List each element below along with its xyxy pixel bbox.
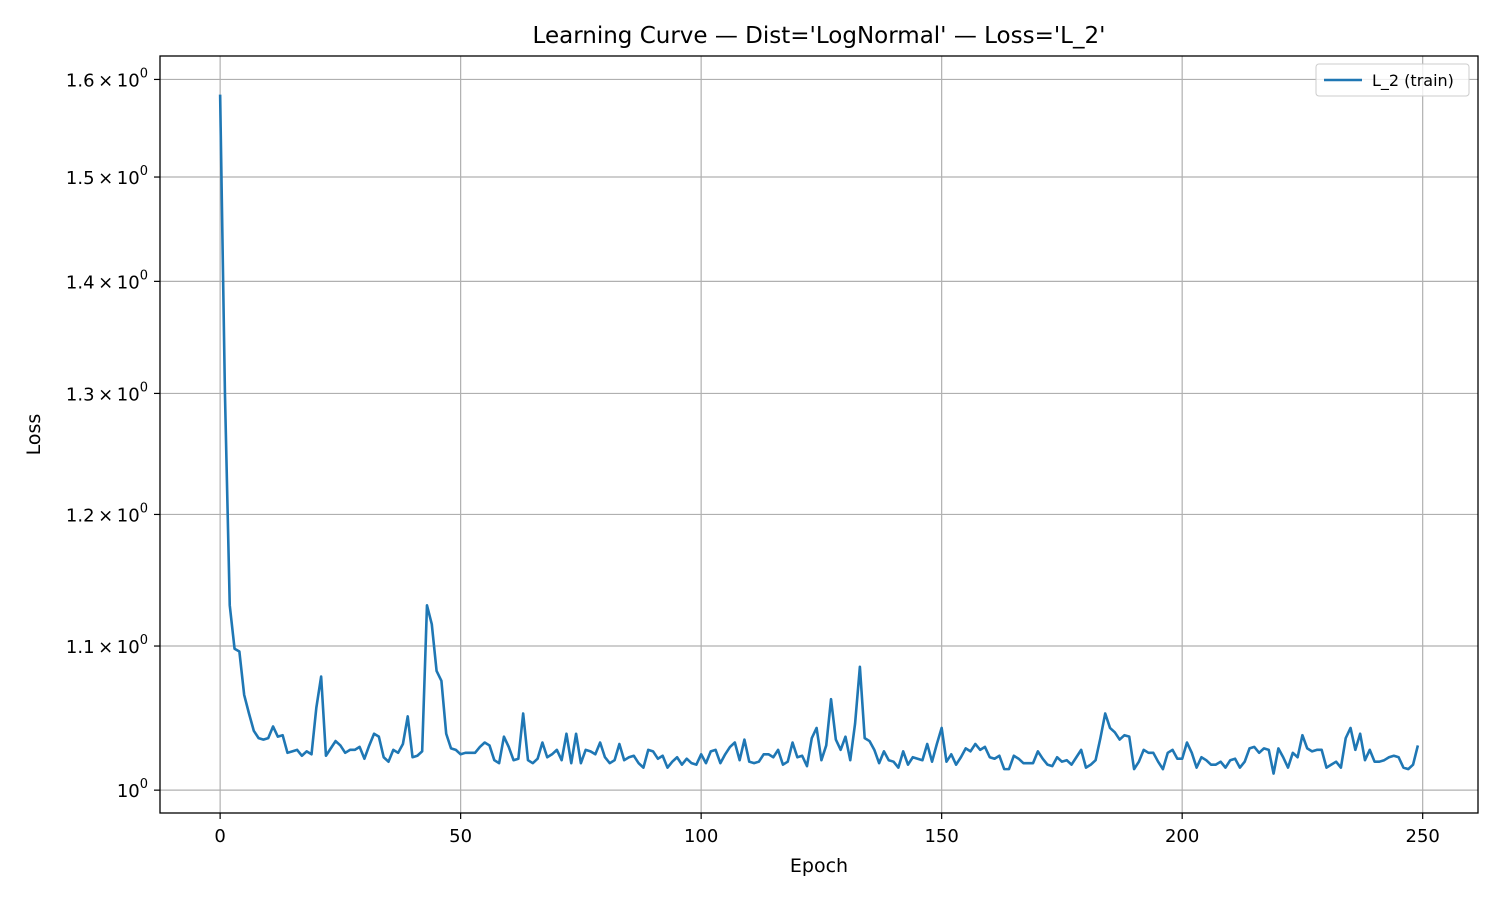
plot-frame (159, 55, 1479, 814)
x-tick-label: 50 (449, 826, 472, 847)
ticks-layer: 0 50 100 150 200 250 100 1.1 × 100 1.2 × 100 1.3 … (66, 66, 1440, 847)
series-layer (218, 94, 1420, 775)
series-line-0 (218, 94, 1420, 775)
y-tick-label: 1.5 × 100 (66, 164, 148, 189)
y-tick-label: 1.3 × 100 (66, 380, 148, 405)
y-tick-label: 1.2 × 100 (66, 501, 148, 526)
x-tick-label: 250 (1406, 826, 1440, 847)
y-tick-label: 1.4 × 100 (66, 268, 148, 293)
x-axis-label: Epoch (790, 855, 848, 877)
y-tick-label: 1.1 × 100 (66, 633, 148, 658)
y-tick-label: 100 (117, 777, 148, 802)
y-tick-label: 1.6 × 100 (66, 66, 148, 91)
x-tick-label: 100 (684, 826, 718, 847)
x-tick-label: 0 (214, 826, 225, 847)
legend-box (1315, 63, 1470, 97)
legend: L_2 (train) (1315, 63, 1470, 97)
x-tick-label: 200 (1165, 826, 1199, 847)
y-axis-label: Loss (23, 414, 45, 456)
legend-label: L_2 (train) (1372, 71, 1454, 91)
chart-title: Learning Curve — Dist='LogNormal' — Loss… (533, 23, 1106, 49)
grid-layer (160, 56, 1478, 813)
x-tick-label: 150 (924, 826, 958, 847)
